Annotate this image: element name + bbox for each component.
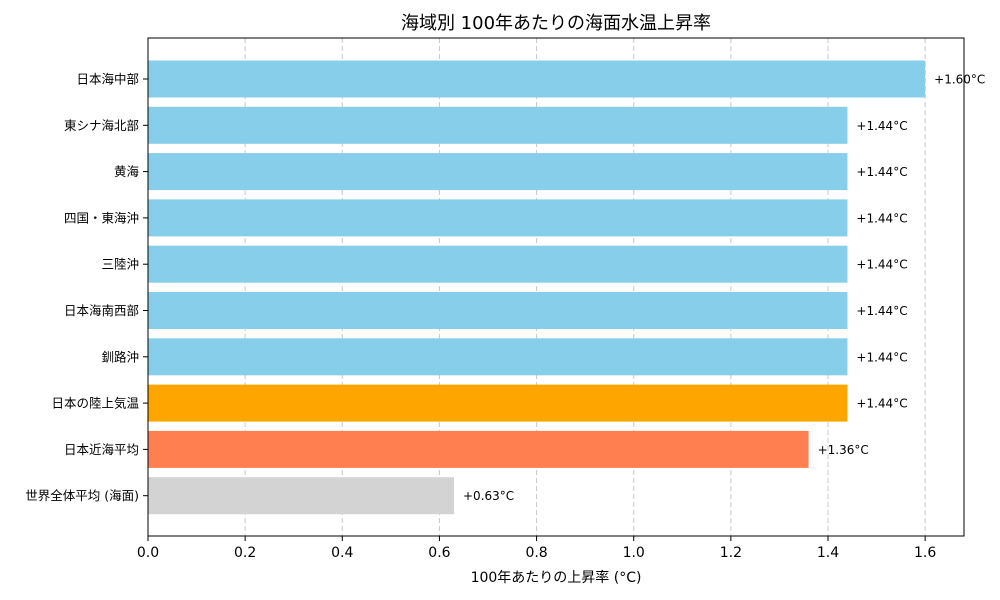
x-axis-label: 100年あたりの上昇率 (°C) [471,569,642,586]
x-tick-label: 1.4 [817,545,839,561]
bar [148,430,809,468]
category-label: 日本海中部 [76,72,139,87]
bar [148,338,848,376]
x-tick-label: 0.6 [428,545,450,561]
value-label: +1.36°C [818,443,869,457]
bar [148,60,926,98]
value-label: +1.44°C [856,397,907,411]
category-label: 日本近海平均 [64,442,139,457]
x-tick-label: 1.6 [914,545,936,561]
x-tick-label: 0.0 [137,545,159,561]
bar [148,292,848,329]
category-label: 世界全体平均 (海面) [25,488,139,503]
x-tick-label: 0.2 [234,545,256,561]
value-label: +1.44°C [856,350,907,364]
x-tick-label: 0.8 [525,545,547,561]
category-label: 東シナ海北部 [64,118,139,133]
bar [148,245,848,283]
chart-title: 海域別 100年あたりの海面水温上昇率 [401,13,711,34]
category-labels: 日本海中部東シナ海北部黄海四国・東海沖三陸沖日本海南西部釧路沖日本の陸上気温日本… [25,72,148,503]
category-label: 四国・東海沖 [64,210,139,225]
x-tick-label: 1.2 [720,545,742,561]
bars [148,60,926,515]
category-label: 三陸沖 [101,257,139,272]
bar [148,199,848,237]
bar [148,384,848,422]
value-label: +1.44°C [856,258,907,272]
bar [148,477,454,515]
category-label: 日本海南西部 [64,303,139,318]
category-label: 日本の陸上気温 [51,396,139,411]
category-label: 黄海 [114,164,140,179]
x-tick-label: 0.4 [331,545,353,561]
value-label: +1.44°C [856,165,907,179]
value-label: +1.60°C [934,73,985,87]
plot-frame [147,37,965,537]
value-labels: +1.60°C +1.44°C +1.44°C +1.44°C +1.44°C +1.44… [463,73,985,504]
value-label: +1.44°C [856,211,907,225]
x-tick-label: 1.0 [623,545,645,561]
category-label: 釧路沖 [101,349,139,364]
value-label: +1.44°C [856,304,907,318]
value-label: +0.63°C [463,489,514,503]
x-tick-labels: 0.0 0.2 0.4 0.6 0.8 1.0 1.2 1.4 1.6 [137,536,936,561]
bar [148,106,848,144]
value-label: +1.44°C [856,119,907,133]
bar [148,153,848,191]
